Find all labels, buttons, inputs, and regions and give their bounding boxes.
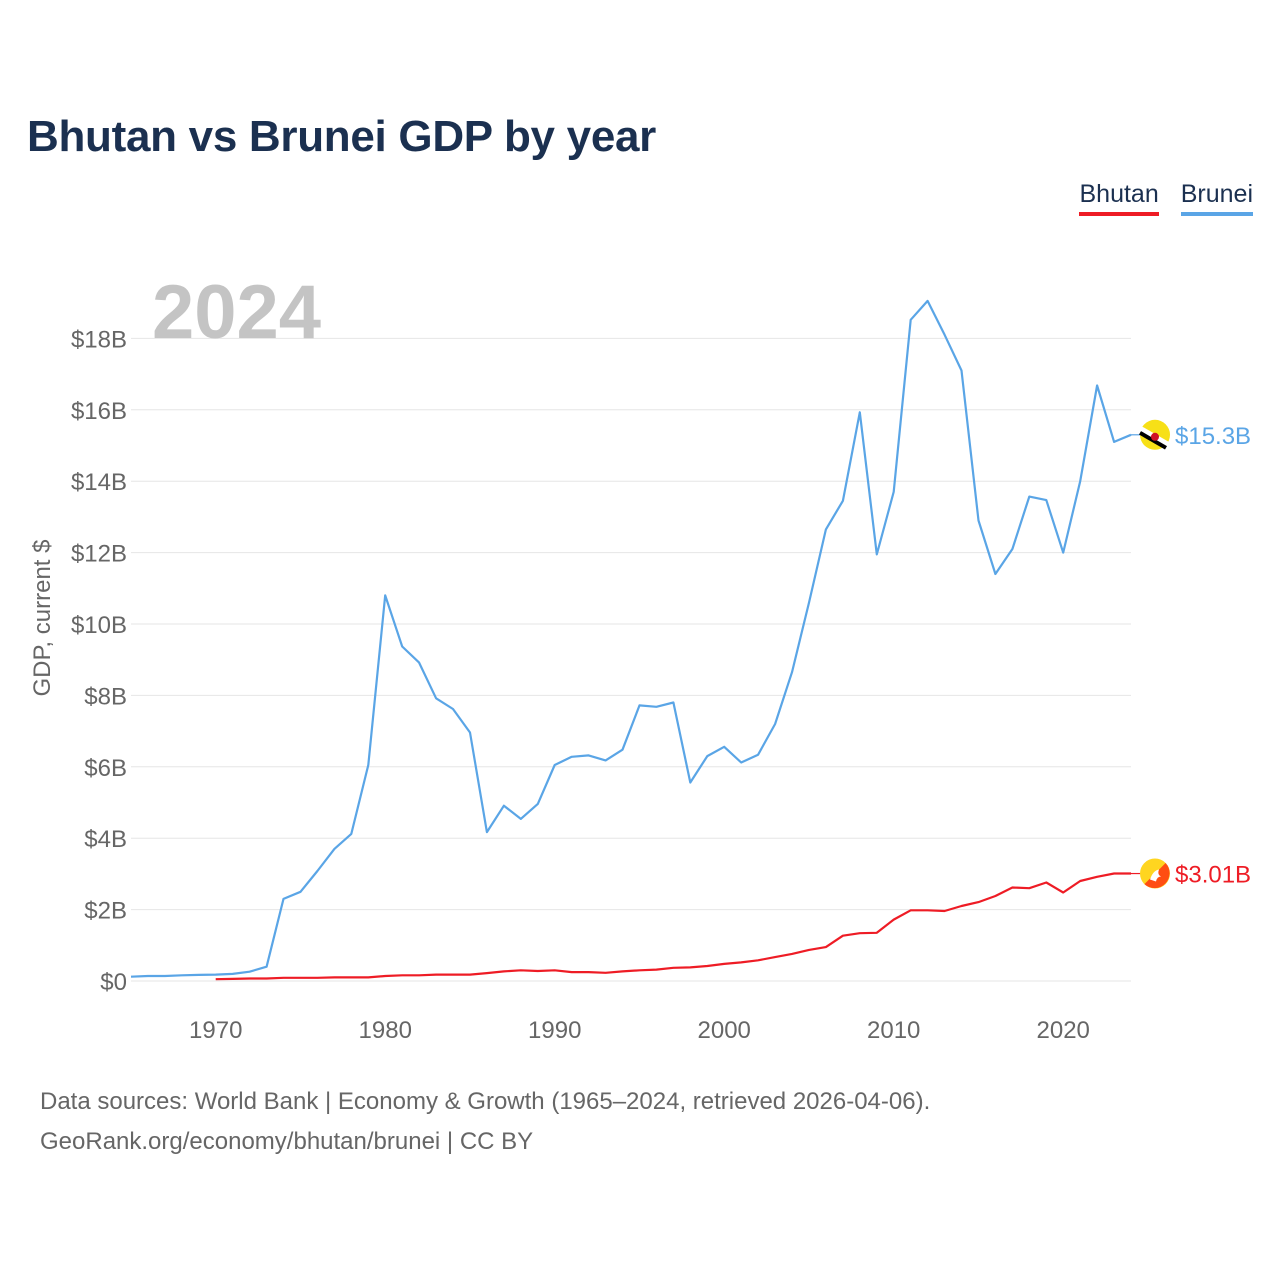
y-tick-label: $16B [71, 398, 127, 425]
footer-attribution[interactable]: GeoRank.org/economy/bhutan/brunei | CC B… [40, 1128, 534, 1155]
legend-item-brunei[interactable]: Brunei [1180, 180, 1253, 216]
footer-sources: Data sources: World Bank | Economy & Gro… [40, 1088, 931, 1115]
legend-item-bhutan[interactable]: Bhutan [1079, 180, 1159, 216]
y-tick-label: $8B [84, 683, 127, 710]
footer: Data sources: World Bank | Economy & Gro… [40, 1082, 930, 1162]
y-tick-label: $0 [100, 969, 127, 996]
y-tick-label: $14B [71, 469, 127, 496]
x-tick-label: 1970 [189, 1017, 242, 1044]
y-tick-label: $12B [71, 541, 127, 568]
chart-title: Bhutan vs Brunei GDP by year [27, 112, 656, 161]
y-tick-label: $2B [84, 898, 127, 925]
x-tick-label: 2000 [698, 1017, 751, 1044]
series-line-brunei [130, 299, 1132, 978]
x-tick-label: 2010 [867, 1017, 920, 1044]
series-end-labels: $15.3B $3.01B [1131, 419, 1251, 889]
bhutan-flag-icon [1140, 858, 1170, 889]
x-tick-label: 2020 [1037, 1017, 1090, 1044]
gridlines [131, 337, 1131, 982]
series-lines [130, 299, 1132, 981]
series-line-bhutan [215, 872, 1131, 981]
legend: Bhutan Brunei [1079, 180, 1253, 216]
y-axis-title: GDP, current $ [29, 540, 56, 697]
y-tick-label: $4B [84, 826, 127, 853]
y-tick-label: $6B [84, 755, 127, 782]
y-axis-ticks: $0 $2B $4B $6B $8B $10B $12B $14B $16B $18B [71, 326, 127, 996]
brunei-flag-icon [1138, 419, 1170, 450]
year-watermark: 2024 [152, 270, 321, 355]
y-tick-label: $18B [71, 326, 127, 353]
end-value-label-brunei: $15.3B [1175, 423, 1251, 450]
y-tick-label: $10B [71, 612, 127, 639]
x-tick-label: 1980 [359, 1017, 412, 1044]
x-axis-ticks: 1970 1980 1990 2000 2010 2020 [189, 1017, 1090, 1044]
x-tick-label: 1990 [528, 1017, 581, 1044]
end-value-label-bhutan: $3.01B [1175, 862, 1251, 889]
